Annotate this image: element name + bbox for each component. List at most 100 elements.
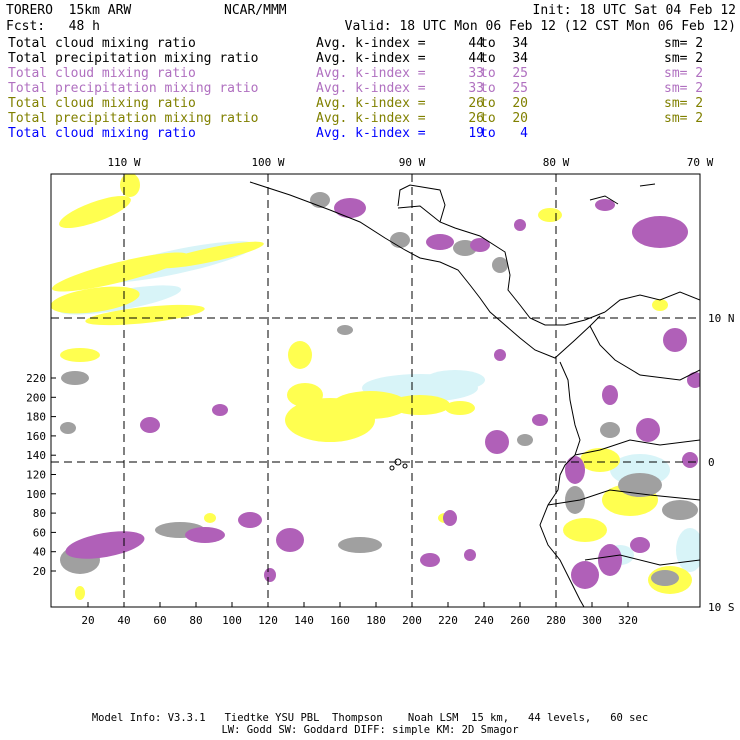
legend-smoothing: sm= 2 bbox=[664, 36, 704, 51]
x-tick-label: 60 bbox=[153, 614, 166, 627]
legend-to-word: to bbox=[480, 81, 496, 96]
legend-row: Total cloud mixing ratio Avg. k-index = … bbox=[8, 126, 708, 141]
caribbean-islands bbox=[589, 183, 656, 205]
x-tick-label: 320 bbox=[618, 614, 638, 627]
legend-to-word: to bbox=[480, 96, 496, 111]
legend-from-value: 33 bbox=[468, 81, 484, 96]
x-tick-label: 100 bbox=[222, 614, 242, 627]
legend-to-value: 20 bbox=[512, 111, 528, 126]
forecast-hour: Fcst: 48 h bbox=[6, 19, 100, 34]
legend-to-value: 34 bbox=[512, 51, 528, 66]
legend-smoothing: sm= 2 bbox=[664, 81, 704, 96]
legend-row: Total precipitation mixing ratio Avg. k-… bbox=[8, 81, 708, 96]
latlon-grid bbox=[51, 174, 700, 607]
legend-to-word: to bbox=[480, 51, 496, 66]
x-tick-label: 140 bbox=[294, 614, 314, 627]
legend-smoothing: sm= 2 bbox=[664, 111, 704, 126]
legend-field-name: Total precipitation mixing ratio bbox=[8, 111, 259, 126]
legend-to-value: 20 bbox=[512, 96, 528, 111]
y-tick-labels: 20 40 60 80 100 120 140 160 180 200 220 bbox=[26, 372, 46, 578]
country-borders bbox=[547, 325, 700, 566]
y-tick-label: 100 bbox=[26, 488, 46, 501]
valid-time: Valid: 18 UTC Mon 06 Feb 12 (12 CST Mon … bbox=[344, 19, 736, 34]
legend-smoothing: sm= 2 bbox=[664, 96, 704, 111]
legend-from-value: 26 bbox=[468, 111, 484, 126]
yellow-cloud-field bbox=[51, 174, 692, 600]
x-tick-label: 80 bbox=[189, 614, 202, 627]
x-tick-label: 280 bbox=[546, 614, 566, 627]
x-tick-label: 120 bbox=[258, 614, 278, 627]
south-america-coast-pacific bbox=[539, 361, 585, 607]
legend-avg-label: Avg. k-index = bbox=[316, 81, 426, 96]
lat-label: 0 bbox=[708, 456, 715, 469]
y-tick-label: 140 bbox=[26, 449, 46, 462]
y-tick-label: 160 bbox=[26, 430, 46, 443]
field-layer bbox=[51, 174, 700, 600]
model-title: TORERO 15km ARW bbox=[6, 3, 132, 18]
lat-label: 10 S bbox=[708, 601, 735, 614]
legend-to-word: to bbox=[480, 111, 496, 126]
galapagos-island bbox=[402, 463, 408, 469]
longitude-labels: 110 W 100 W 90 W 80 W 70 W bbox=[107, 156, 713, 169]
legend-to-value: 25 bbox=[512, 66, 528, 81]
legend-field-name: Total cloud mixing ratio bbox=[8, 126, 196, 141]
init-time: Init: 18 UTC Sat 04 Feb 12 bbox=[532, 3, 737, 18]
purple-cloud-field bbox=[65, 198, 700, 589]
legend-field-name: Total cloud mixing ratio bbox=[8, 66, 196, 81]
legend-field-name: Total precipitation mixing ratio bbox=[8, 81, 259, 96]
x-tick-label: 240 bbox=[474, 614, 494, 627]
legend-avg-label: Avg. k-index = bbox=[316, 111, 426, 126]
y-tick-label: 120 bbox=[26, 469, 46, 482]
legend-to-value: 25 bbox=[512, 81, 528, 96]
legend-row: Total precipitation mixing ratio Avg. k-… bbox=[8, 51, 708, 66]
x-tick-label: 180 bbox=[366, 614, 386, 627]
legend-from-value: 44 bbox=[468, 36, 484, 51]
central-america-coast-pacific bbox=[249, 181, 601, 359]
x-tick-marks bbox=[87, 602, 629, 607]
x-tick-label: 200 bbox=[402, 614, 422, 627]
model-info-line: Model Info: V3.3.1 Tiedtke YSU PBL Thomp… bbox=[91, 712, 649, 724]
legend-avg-label: Avg. k-index = bbox=[316, 36, 426, 51]
legend-smoothing: sm= 2 bbox=[664, 66, 704, 81]
latitude-labels: 10 N 0 10 S bbox=[708, 312, 735, 614]
legend-avg-label: Avg. k-index = bbox=[316, 51, 426, 66]
legend-to-word: to bbox=[480, 66, 496, 81]
x-tick-label: 300 bbox=[582, 614, 602, 627]
south-america-coast-north bbox=[604, 291, 700, 313]
y-tick-label: 20 bbox=[33, 565, 46, 578]
y-tick-label: 40 bbox=[33, 546, 46, 559]
legend-field-name: Total cloud mixing ratio bbox=[8, 96, 196, 111]
y-tick-label: 60 bbox=[33, 526, 46, 539]
legend-from-value: 26 bbox=[468, 96, 484, 111]
legend-avg-label: Avg. k-index = bbox=[316, 96, 426, 111]
x-tick-label: 20 bbox=[81, 614, 94, 627]
yucatan-coast bbox=[397, 184, 446, 223]
legend-smoothing: sm= 2 bbox=[664, 51, 704, 66]
central-america-coast-caribbean bbox=[397, 205, 606, 326]
org-label: NCAR/MMM bbox=[224, 3, 287, 18]
lon-label: 90 W bbox=[399, 156, 426, 169]
y-tick-label: 80 bbox=[33, 507, 46, 520]
physics-info-line: LW: Godd SW: Goddard DIFF: simple KM: 2D… bbox=[221, 724, 519, 736]
lat-label: 10 N bbox=[708, 312, 735, 325]
legend-to-value: 4 bbox=[520, 126, 528, 141]
x-tick-label: 220 bbox=[438, 614, 458, 627]
legend-row: Total cloud mixing ratio Avg. k-index = … bbox=[8, 66, 708, 81]
y-tick-marks bbox=[51, 377, 56, 572]
gray-cloud-field bbox=[60, 192, 698, 586]
galapagos-island bbox=[389, 465, 395, 471]
x-tick-label: 40 bbox=[117, 614, 130, 627]
legend-to-word: to bbox=[480, 36, 496, 51]
lon-label: 110 W bbox=[107, 156, 140, 169]
x-tick-label: 260 bbox=[510, 614, 530, 627]
legend-row: Total cloud mixing ratio Avg. k-index = … bbox=[8, 36, 708, 51]
x-tick-labels: 20 40 60 80 100 120 140 160 180 200 220 240 260 280 30… bbox=[81, 614, 638, 627]
coastlines bbox=[249, 181, 700, 607]
legend-row: Total cloud mixing ratio Avg. k-index = … bbox=[8, 96, 708, 111]
legend-row: Total precipitation mixing ratio Avg. k-… bbox=[8, 111, 708, 126]
legend-field-name: Total cloud mixing ratio bbox=[8, 36, 196, 51]
y-tick-label: 180 bbox=[26, 411, 46, 424]
legend-avg-label: Avg. k-index = bbox=[316, 66, 426, 81]
legend-to-word: to bbox=[480, 126, 496, 141]
